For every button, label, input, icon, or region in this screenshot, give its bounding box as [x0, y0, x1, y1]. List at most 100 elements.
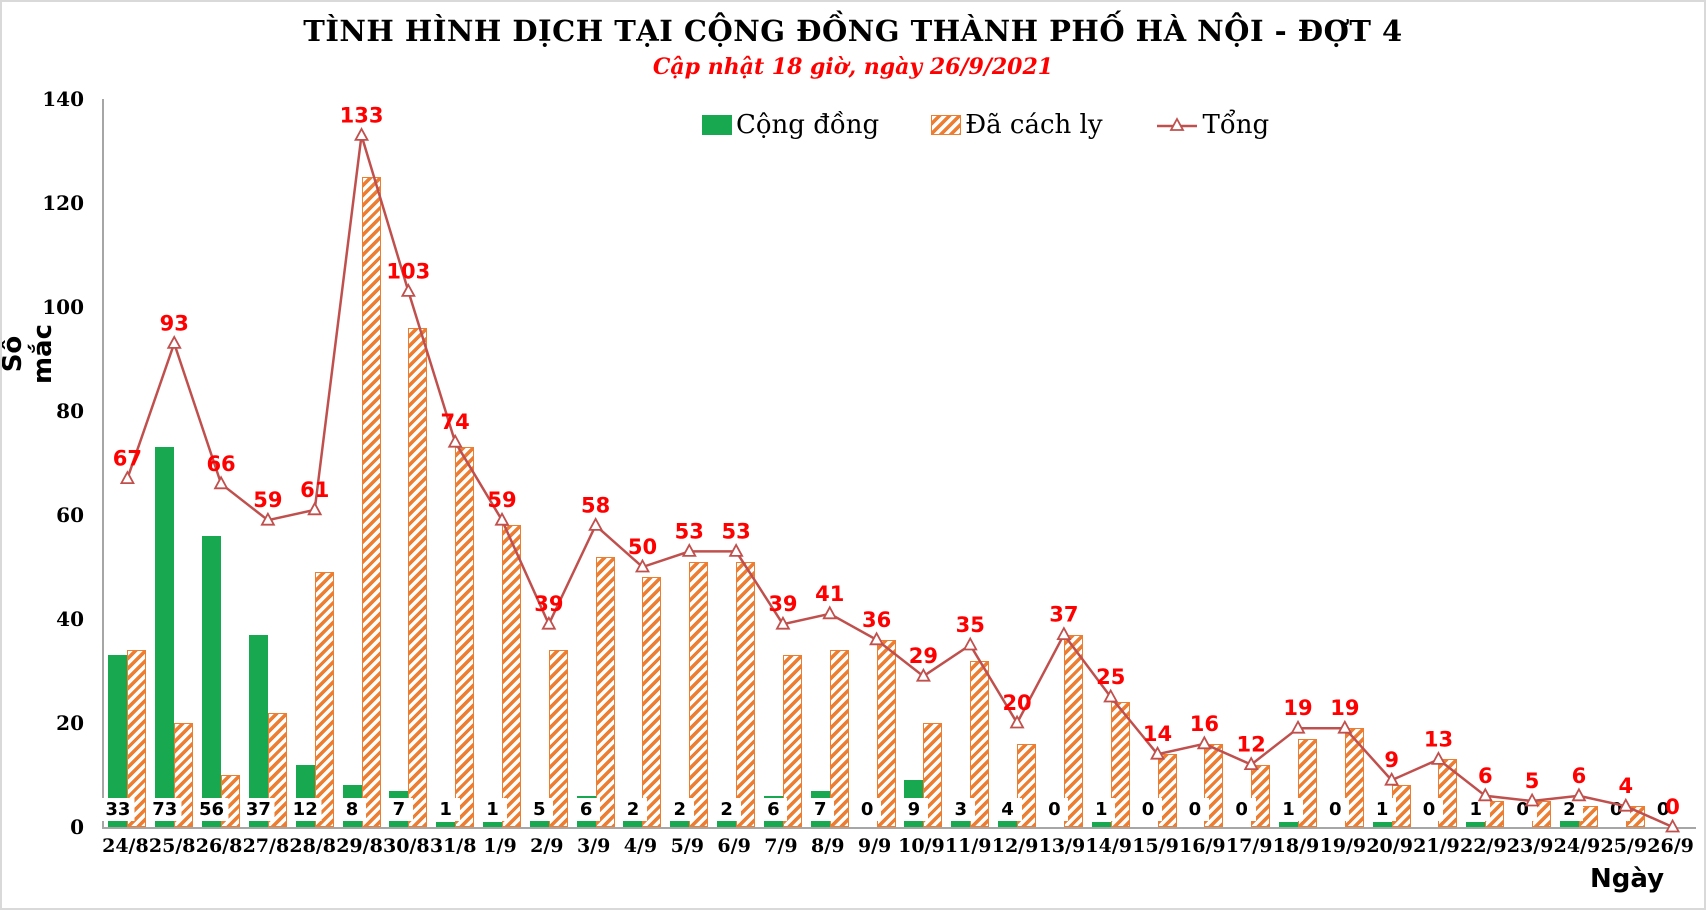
x-tick-label: 9/9: [857, 835, 892, 857]
x-tick-label: 12/9: [991, 835, 1039, 857]
bar-value-label: 1: [1274, 798, 1303, 821]
bar-value-label: 1: [1368, 798, 1397, 821]
bar-value-label: 4: [993, 798, 1022, 821]
x-tick-label: 15/9: [1132, 835, 1179, 857]
bar-value-label: 1: [1087, 798, 1116, 821]
plot-area: 33 73 56 37 12 8 7 1 1 5 6 2 2 2 6 7 0 9 3 4 0 1 0 0 0 1 0 1 0 1 0 2 0 0 …: [101, 99, 1696, 833]
chart-subtitle: Cập nhật 18 giờ, ngày 26/9/2021: [652, 54, 1054, 80]
x-tick-label: 13/9: [1038, 835, 1086, 857]
y-tick-label: 80: [56, 399, 84, 423]
x-tick-label: 1/9: [483, 835, 517, 857]
x-axis-title: Ngày: [1589, 864, 1665, 894]
x-tick-label: 23/9: [1506, 835, 1554, 857]
bar-value-label: 6: [759, 798, 788, 821]
x-tick-label: 24/9: [1553, 835, 1601, 857]
x-tick-label: 31/8: [429, 835, 477, 857]
x-tick-label: 7/9: [764, 835, 798, 857]
community-swatch-icon: [702, 115, 732, 135]
bar-value-label: 9: [899, 798, 928, 821]
x-tick-label: 10/9: [898, 835, 945, 857]
legend-label-community: Cộng đồng: [736, 110, 880, 140]
bar-value-label: 1: [478, 798, 507, 821]
bar-value-label: 0: [1414, 798, 1443, 821]
bar-value-label: 0: [1227, 798, 1256, 821]
bar-value-label: 0: [1040, 798, 1069, 821]
x-tick-label: 30/8: [383, 835, 430, 857]
bar-community: [1279, 821, 1298, 827]
x-tick-label: 26/9: [1647, 835, 1694, 857]
x-tick-label: 8/9: [811, 835, 845, 857]
bar-quarantined: [642, 577, 662, 827]
bar-quarantined: [689, 561, 709, 827]
bar-quarantined: [736, 561, 756, 827]
legend-item-quarantined: Đã cách ly: [931, 110, 1103, 140]
y-tick-label: 40: [56, 607, 84, 631]
x-tick-label: 28/8: [289, 835, 336, 857]
bar-value-label: 0: [1602, 798, 1631, 821]
bar-value-label: 56: [195, 798, 229, 821]
bar-community: [108, 655, 128, 827]
bar-value-label: 1: [1461, 798, 1490, 821]
bar-value-label: 7: [384, 798, 413, 821]
x-tick-label: 25/9: [1600, 835, 1648, 857]
bars-layer: 33 73 56 37 12 8 7 1 1 5 6 2 2 2 6 7 0 9 3 4 0 1 0 0 0 1 0 1 0 1 0 2 0 0: [101, 99, 1696, 827]
bar-value-label: 0: [853, 798, 882, 821]
bar-quarantined: [502, 525, 521, 827]
bar-value-label: 73: [148, 798, 182, 821]
y-tick-label: 120: [42, 191, 84, 215]
x-tick-label: 19/9: [1319, 835, 1367, 857]
y-tick-label: 20: [56, 711, 84, 735]
x-tick-label: 3/9: [576, 835, 611, 857]
bar-value-label: 12: [288, 798, 322, 821]
bar-community: [1091, 821, 1111, 827]
x-tick-label: 5/9: [670, 835, 704, 857]
total-line-marker-icon: [1156, 117, 1197, 131]
bar-value-label: 8: [338, 798, 367, 821]
x-tick-label: 25/8: [148, 835, 196, 857]
y-tick-label: 0: [70, 815, 84, 839]
bar-quarantined: [361, 177, 381, 827]
bar-value-label: 2: [712, 798, 741, 821]
bar-value-label: 2: [618, 798, 647, 821]
x-tick-label: 11/9: [944, 835, 992, 857]
bar-value-label: 33: [101, 798, 135, 821]
bar-value-label: 1: [431, 798, 460, 821]
x-tick-label: 18/9: [1272, 835, 1320, 857]
x-tick-label: 27/8: [242, 835, 290, 857]
bar-value-label: 2: [1555, 798, 1584, 821]
x-tick-label: 6/9: [717, 835, 751, 857]
bar-value-label: 0: [1321, 798, 1350, 821]
bar-value-label: 0: [1180, 798, 1209, 821]
x-tick-label: 24/8: [102, 835, 149, 857]
bar-value-label: 0: [1508, 798, 1537, 821]
x-tick-label: 20/9: [1366, 835, 1413, 857]
x-tick-label: 17/9: [1225, 835, 1273, 857]
bar-value-label: 2: [665, 798, 694, 821]
y-tick-label: 60: [56, 503, 84, 527]
bar-value-label: 37: [241, 798, 275, 821]
quarantine-swatch-icon: [931, 115, 962, 135]
y-tick-label: 140: [42, 87, 84, 111]
bar-quarantined: [595, 556, 615, 827]
bar-community: [1372, 821, 1392, 827]
x-tick-label: 21/9: [1413, 835, 1460, 857]
x-tick-label: 2/9: [530, 835, 564, 857]
bar-community: [155, 447, 175, 827]
legend-item-community: Cộng đồng: [702, 110, 879, 140]
bar-quarantined: [314, 572, 334, 827]
bar-value-label: 6: [572, 798, 601, 821]
bar-value-label: 3: [946, 798, 975, 821]
bar-quarantined: [455, 447, 475, 827]
y-axis-ticks: 0 20 40 60 80 100 120 140: [2, 87, 94, 839]
bar-community: [483, 821, 502, 827]
x-tick-label: 22/9: [1459, 835, 1507, 857]
bar-value-label: 5: [525, 798, 554, 821]
bar-community: [1466, 821, 1486, 827]
x-tick-label: 14/9: [1085, 835, 1132, 857]
x-tick-label: 16/9: [1179, 835, 1226, 857]
bar-community: [436, 821, 456, 827]
legend: Cộng đồng Đã cách ly Tổng: [702, 110, 1269, 140]
x-tick-label: 29/8: [336, 835, 383, 857]
x-axis-labels: 24/8 25/8 26/8 27/8 28/8 29/8 30/8 31/8 1/9 2/9 3/…: [102, 835, 1694, 861]
